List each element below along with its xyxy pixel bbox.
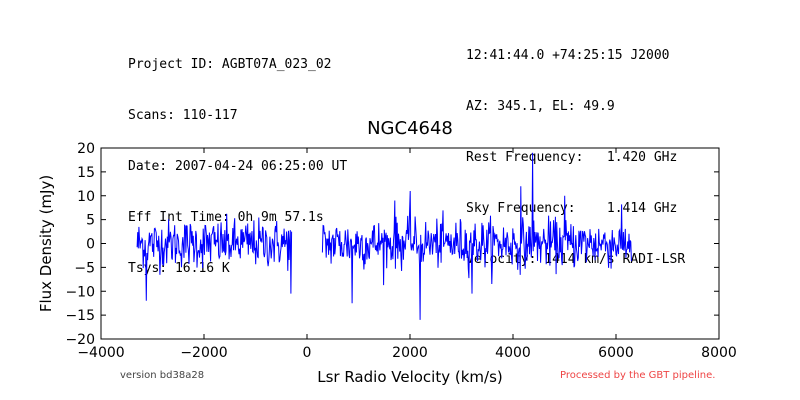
velocity-text: Velocity: 1414 km/s RADI-LSR <box>466 252 686 267</box>
spectrum-line-segment-1 <box>136 213 293 301</box>
x-tick-label: 0 <box>303 345 312 361</box>
y-tick-label: 20 <box>77 141 95 157</box>
y-axis-ticks: −20 −15 −10 −5 0 5 10 15 20 <box>65 141 719 348</box>
x-tick-label: 4000 <box>495 345 531 361</box>
chart-title: NGC4648 <box>367 118 453 139</box>
x-tick-label: −4000 <box>77 345 124 361</box>
y-tick-label: −20 <box>65 332 95 348</box>
scans-text: Scans: 110-117 <box>128 108 238 123</box>
y-tick-label: 15 <box>77 165 95 181</box>
x-tick-label: −2000 <box>180 345 227 361</box>
y-tick-label: −10 <box>65 284 95 300</box>
y-tick-label: −5 <box>74 260 95 276</box>
y-tick-label: 10 <box>77 189 95 205</box>
az-el-text: AZ: 345.1, EL: 49.9 <box>466 99 615 114</box>
coordinates-text: 12:41:44.0 +74:25:15 J2000 <box>466 48 670 63</box>
y-tick-label: 0 <box>86 237 95 253</box>
x-axis-label: Lsr Radio Velocity (km/s) <box>317 368 503 386</box>
x-tick-label: 2000 <box>392 345 428 361</box>
project-id-text: Project ID: AGBT07A_023_02 <box>128 57 332 72</box>
version-text: version bd38a28 <box>120 370 205 381</box>
y-tick-label: −15 <box>65 308 95 324</box>
date-text: Date: 2007-04-24 06:25:00 UT <box>128 159 348 174</box>
spectrum-line-segment-2 <box>321 152 632 320</box>
x-tick-label: 6000 <box>598 345 634 361</box>
y-tick-label: 5 <box>86 213 95 229</box>
x-tick-label: 8000 <box>701 345 737 361</box>
observation-info-left: Project ID: AGBT07A_023_02 Scans: 110-11… <box>128 22 347 294</box>
observation-info-right: 12:41:44.0 +74:25:15 J2000 AZ: 345.1, EL… <box>466 13 685 285</box>
y-axis-label: Flux Density (mJy) <box>37 175 55 312</box>
sky-frequency-text: Sky Frequency: 1.414 GHz <box>466 201 678 216</box>
rest-frequency-text: Rest Frequency: 1.420 GHz <box>466 150 678 165</box>
tsys-text: Tsys: 16.16 K <box>128 261 230 276</box>
pipeline-credit-text: Processed by the GBT pipeline. <box>560 370 716 381</box>
eff-int-time-text: Eff Int Time: 0h 9m 57.1s <box>128 210 324 225</box>
spectrum-series <box>136 152 632 320</box>
x-axis-ticks: −4000 −2000 0 2000 4000 6000 8000 <box>77 148 737 361</box>
